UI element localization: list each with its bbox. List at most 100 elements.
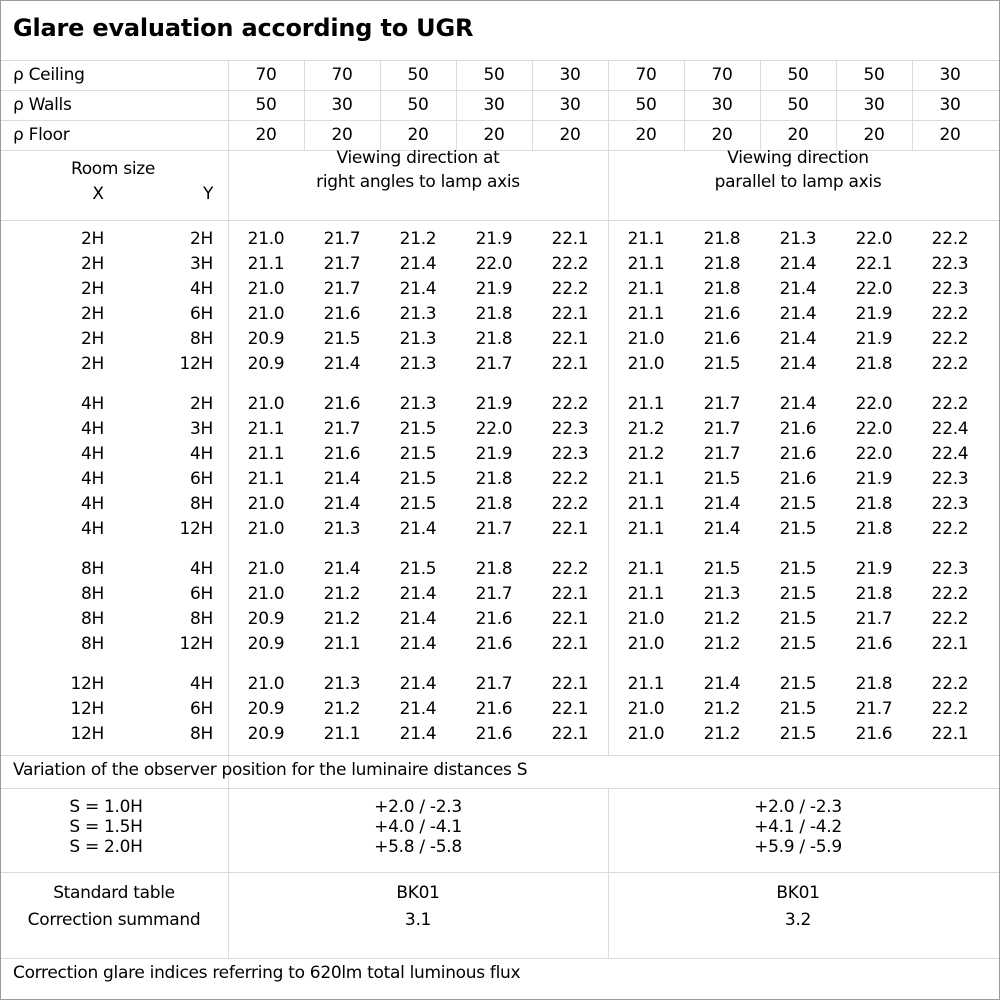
ugr-value: 22.1 (551, 699, 589, 719)
reflectance-value: 50 (787, 95, 809, 115)
ugr-value: 21.6 (703, 329, 741, 349)
ugr-value: 21.5 (779, 519, 817, 539)
ugr-value: 22.4 (931, 419, 969, 439)
ugr-value: 21.4 (399, 254, 437, 274)
ugr-value: 21.7 (475, 354, 513, 374)
reflectance-value: 50 (483, 65, 505, 85)
ugr-value: 21.8 (703, 254, 741, 274)
spacing-label: S = 2.0H (69, 837, 143, 857)
ugr-value: 21.5 (779, 559, 817, 579)
ugr-value: 21.0 (247, 229, 285, 249)
ugr-value: 21.8 (475, 469, 513, 489)
reflectance-value: 50 (407, 95, 429, 115)
ugr-value: 22.3 (931, 469, 969, 489)
ugr-value: 21.5 (779, 609, 817, 629)
ugr-value: 21.3 (399, 354, 437, 374)
ugr-value: 22.2 (551, 279, 589, 299)
room-y-value: 6H (190, 699, 213, 719)
ugr-value: 20.9 (247, 634, 285, 654)
reflectance-value: 20 (559, 125, 581, 145)
ugr-value: 21.4 (779, 329, 817, 349)
ugr-value: 21.5 (703, 559, 741, 579)
ugr-value: 21.8 (703, 229, 741, 249)
ugr-value: 21.6 (779, 444, 817, 464)
reflectance-value: 50 (635, 95, 657, 115)
ugr-value: 21.1 (627, 494, 665, 514)
ugr-value: 21.7 (475, 674, 513, 694)
ugr-value: 22.1 (551, 609, 589, 629)
ugr-value: 21.0 (627, 634, 665, 654)
reflectance-value: 20 (483, 125, 505, 145)
room-x-value: 4H (81, 419, 104, 439)
ugr-value: 21.2 (703, 699, 741, 719)
ugr-value: 22.2 (931, 354, 969, 374)
ugr-value: 21.4 (779, 304, 817, 324)
ugr-value: 21.6 (475, 724, 513, 744)
ugr-value: 21.3 (323, 674, 361, 694)
ugr-value: 21.5 (779, 634, 817, 654)
ugr-value: 21.9 (475, 279, 513, 299)
ugr-value: 22.1 (551, 634, 589, 654)
viewing-parallel-header: parallel to lamp axis (714, 172, 882, 192)
variation-parallel-value: +2.0 / -2.3 (754, 797, 842, 817)
ugr-value: 20.9 (247, 699, 285, 719)
variation-right-value: +5.8 / -5.8 (374, 837, 462, 857)
ugr-value: 22.0 (475, 254, 513, 274)
ugr-value: 21.0 (247, 559, 285, 579)
ugr-value: 22.1 (551, 329, 589, 349)
ugr-value: 21.5 (399, 469, 437, 489)
room-x-value: 2H (81, 354, 104, 374)
ugr-value: 21.0 (247, 394, 285, 414)
reflectance-value: 50 (787, 65, 809, 85)
ugr-value: 21.0 (247, 674, 285, 694)
ugr-value: 21.1 (247, 469, 285, 489)
ugr-value: 21.2 (703, 634, 741, 654)
ugr-value: 21.1 (627, 584, 665, 604)
room-x-value: 4H (81, 494, 104, 514)
ugr-value: 21.7 (323, 279, 361, 299)
room-x-value: 12H (70, 674, 104, 694)
variation-right-value: +2.0 / -2.3 (374, 797, 462, 817)
row-divider (1, 60, 999, 61)
reflectance-value: 20 (787, 125, 809, 145)
ugr-value: 21.6 (475, 609, 513, 629)
ugr-value: 22.0 (475, 419, 513, 439)
ugr-value: 21.4 (703, 519, 741, 539)
ugr-value: 21.0 (247, 304, 285, 324)
ugr-value: 21.4 (779, 394, 817, 414)
ugr-value: 21.4 (399, 279, 437, 299)
ugr-value: 21.6 (703, 304, 741, 324)
room-y-value: 8H (190, 329, 213, 349)
ugr-value: 21.7 (855, 609, 893, 629)
ugr-value: 21.4 (399, 584, 437, 604)
ugr-value: 21.5 (779, 699, 817, 719)
ugr-value: 22.1 (551, 724, 589, 744)
spacing-label: S = 1.0H (69, 797, 143, 817)
column-divider (532, 60, 533, 150)
ugr-value: 21.0 (627, 724, 665, 744)
ugr-value: 22.1 (551, 519, 589, 539)
ugr-value: 22.2 (551, 559, 589, 579)
ugr-value: 21.1 (627, 674, 665, 694)
ugr-value: 21.6 (779, 469, 817, 489)
ugr-value: 21.6 (779, 419, 817, 439)
ugr-value: 21.8 (703, 279, 741, 299)
viewing-parallel-header: Viewing direction (727, 148, 869, 168)
room-y-value: 6H (190, 584, 213, 604)
room-y-value: 12H (179, 519, 213, 539)
room-x-value: 2H (81, 254, 104, 274)
reflectance-value: 30 (559, 95, 581, 115)
ugr-value: 21.4 (399, 674, 437, 694)
column-divider (760, 60, 761, 150)
reflectance-value: 70 (635, 65, 657, 85)
ugr-value: 21.4 (323, 494, 361, 514)
ugr-value: 22.3 (931, 279, 969, 299)
variation-parallel-value: +5.9 / -5.9 (754, 837, 842, 857)
reflectance-value: 20 (255, 125, 277, 145)
row-divider (1, 120, 999, 121)
column-divider (304, 60, 305, 150)
room-x-value: 8H (81, 559, 104, 579)
correction-summand-right: 3.1 (404, 910, 432, 930)
ugr-value: 21.6 (855, 634, 893, 654)
